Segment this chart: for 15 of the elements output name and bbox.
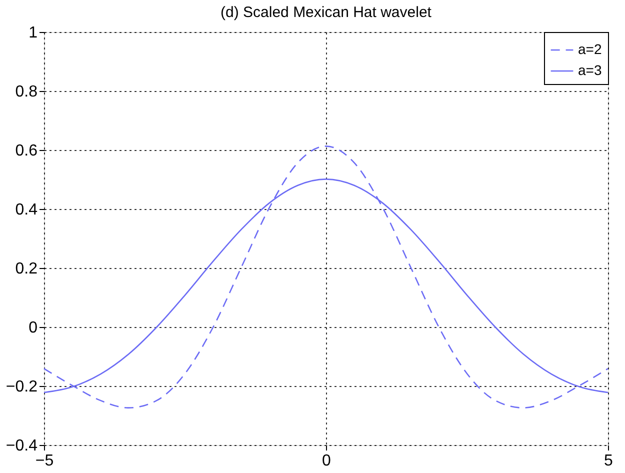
chart-title: (d) Scaled Mexican Hat wavelet [220, 4, 432, 21]
legend-label: a=3 [578, 62, 602, 78]
y-tick-label: 0.2 [15, 260, 38, 278]
legend-label: a=2 [578, 41, 602, 57]
x-tick-label: 0 [322, 452, 332, 470]
y-tick-label: 0.6 [15, 142, 38, 160]
y-tick-label: 0 [28, 320, 38, 336]
y-tick-label: 0.8 [15, 84, 38, 100]
x-tick-label: 5 [604, 452, 614, 470]
y-tick-label: 0.4 [15, 202, 38, 218]
line-series [43, 146, 609, 408]
y-tick-label: 1 [28, 24, 38, 42]
y-tick-label: −0.4 [6, 438, 38, 454]
y-tick-label: −0.2 [6, 378, 38, 396]
x-tick-label: −5 [35, 452, 54, 470]
